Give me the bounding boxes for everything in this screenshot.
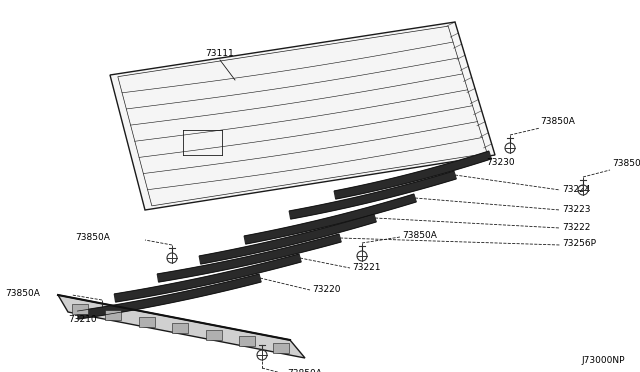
Polygon shape <box>273 343 289 353</box>
Polygon shape <box>157 234 341 282</box>
Polygon shape <box>172 323 188 333</box>
Text: 73111: 73111 <box>205 49 234 58</box>
Polygon shape <box>105 310 121 320</box>
Text: 73256P: 73256P <box>562 240 596 248</box>
Text: 73224: 73224 <box>562 185 590 193</box>
Text: 73850A: 73850A <box>287 369 322 372</box>
Text: 73222: 73222 <box>562 222 590 231</box>
Polygon shape <box>289 171 456 219</box>
Polygon shape <box>334 151 492 199</box>
Polygon shape <box>115 254 301 302</box>
Polygon shape <box>244 194 416 244</box>
Polygon shape <box>239 336 255 346</box>
Text: 73220: 73220 <box>312 285 340 295</box>
Text: 73210: 73210 <box>68 315 97 324</box>
Text: 73850A: 73850A <box>402 231 437 241</box>
Text: 73230: 73230 <box>486 158 515 167</box>
Polygon shape <box>77 274 261 319</box>
Text: 73850A: 73850A <box>540 117 575 126</box>
Polygon shape <box>110 22 495 210</box>
Polygon shape <box>199 214 376 264</box>
Polygon shape <box>58 295 305 358</box>
Text: 73850A: 73850A <box>75 234 110 243</box>
Text: 73223: 73223 <box>562 205 591 214</box>
Polygon shape <box>139 317 155 327</box>
Text: J73000NP: J73000NP <box>582 356 625 365</box>
Text: 73221: 73221 <box>352 263 381 273</box>
Polygon shape <box>72 304 88 314</box>
Polygon shape <box>205 330 221 340</box>
Text: 73850A: 73850A <box>5 289 40 298</box>
Text: 73850A: 73850A <box>612 159 640 168</box>
